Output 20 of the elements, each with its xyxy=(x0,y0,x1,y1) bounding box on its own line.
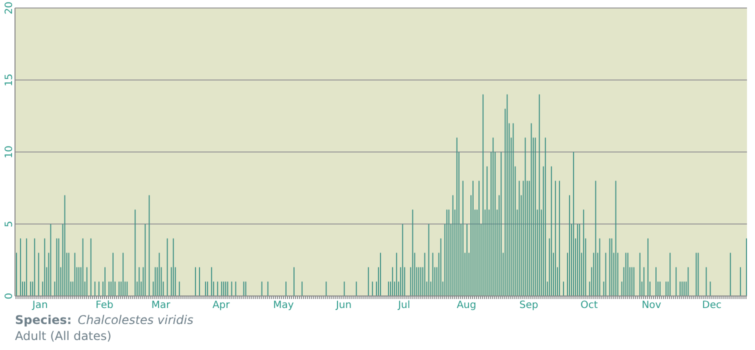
x-tick-label: Nov xyxy=(642,300,662,312)
x-tick-label: Jan xyxy=(31,300,48,312)
x-tick-label: Feb xyxy=(96,300,114,312)
x-tick-label: Jun xyxy=(334,300,352,312)
y-tick-label: 5 xyxy=(4,220,15,228)
x-tick-label: Aug xyxy=(456,300,476,312)
y-tick-label: 15 xyxy=(4,74,15,86)
x-tick-label: May xyxy=(273,300,294,312)
text: Chalcolestes viridis xyxy=(78,313,194,327)
y-tick-label: 20 xyxy=(4,2,15,14)
x-tick-label: Dec xyxy=(702,300,722,312)
y-tick-label: 0 xyxy=(4,292,15,300)
x-tick-label: Sep xyxy=(519,300,538,312)
text: Species: xyxy=(15,313,72,327)
text: Adult (All dates) xyxy=(15,328,112,344)
x-tick-label: Oct xyxy=(580,300,598,312)
x-tick-label: Jul xyxy=(397,300,410,312)
x-tick-label: Mar xyxy=(151,300,172,312)
y-tick-label: 10 xyxy=(4,146,15,158)
x-tick-label: Apr xyxy=(212,300,231,312)
